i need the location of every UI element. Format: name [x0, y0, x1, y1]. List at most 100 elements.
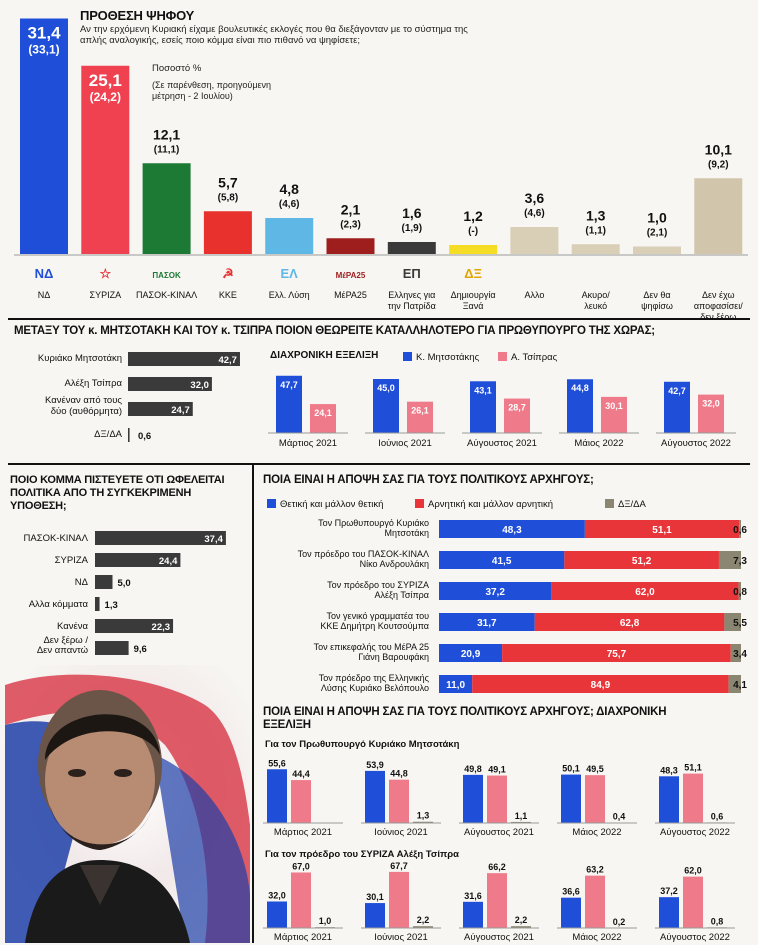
- trend-bar: [683, 773, 703, 823]
- legend-label-mitsotakis: Κ. Μητσοτάκης: [416, 352, 480, 363]
- trend-value-label: 0,4: [613, 812, 626, 822]
- legend-label-tsipras: Α. Τσίπρας: [511, 352, 558, 363]
- pm-trend-bar: [601, 396, 627, 433]
- leaders-legend-label: ΔΞ/ΔΑ: [618, 499, 647, 510]
- leaders-value-label: 0,6: [733, 525, 747, 536]
- pm-hbar-value-label: 42,7: [218, 355, 237, 366]
- leaders-value-label: 84,9: [591, 680, 611, 691]
- benefit-value-label: 1,3: [105, 600, 118, 611]
- pm-hbar-value-label: 24,7: [171, 405, 190, 416]
- trend-value-label: 31,6: [464, 891, 482, 901]
- trend-value-label: 2,2: [417, 915, 430, 925]
- party-logo-icon: ΝΔ: [35, 266, 54, 281]
- trend-value-label: 0,8: [711, 916, 724, 926]
- pm-trend-value-label: 42,7: [668, 386, 686, 396]
- leaders-category-label: Τον επικεφαλής του ΜέΡΑ 25 Γιάνη Βαρουφάκ…: [314, 642, 429, 662]
- trend-bar: [365, 903, 385, 928]
- leaders-stack-segment: [502, 644, 731, 662]
- party-logo-icon: ☆: [99, 266, 111, 281]
- vote-bar: [633, 246, 681, 254]
- vote-previous-label: (24,2): [90, 90, 121, 104]
- trend-value-label: 0,6: [711, 811, 724, 821]
- trend-category-label: Αύγουστος 2021: [464, 827, 534, 838]
- benefit-category-label: Αλλα κόμματα: [29, 599, 89, 610]
- trend-bar: [413, 821, 433, 823]
- leaders-legend-swatch: [267, 499, 276, 508]
- vote-bar: [81, 65, 130, 254]
- vote-value-label: 1,3: [586, 207, 606, 223]
- pm-trend-value-label: 47,7: [280, 380, 298, 390]
- pm-trend-bar: [504, 398, 530, 433]
- trend-category-label: Αύγουστος 2022: [660, 932, 730, 943]
- trend-value-label: 36,6: [562, 887, 580, 897]
- vote-category-label: Ελληνες για την Πατρίδα: [388, 290, 436, 311]
- leaders-stack-segment: [439, 551, 565, 569]
- leaders-title: ΠΟΙΑ ΕΙΝΑΙ Η ΑΠΟΨΗ ΣΑΣ ΓΙΑ ΤΟΥΣ ΠΟΛΙΤΙΚΟ…: [263, 474, 594, 486]
- trend-bar: [487, 873, 507, 928]
- vote-category-label: ΠΑΣΟΚ-ΚΙΝΑΛ: [136, 290, 197, 300]
- pm-trend-category-label: Μάιος 2022: [574, 438, 623, 449]
- trend-bar: [463, 901, 483, 928]
- benefit-category-label: ΠΑΣΟΚ-ΚΙΝΑΛ: [24, 533, 89, 544]
- trend-value-label: 2,2: [515, 915, 528, 925]
- leaders-stack-segment: [439, 675, 473, 693]
- trend-category-label: Μάιος 2022: [572, 827, 621, 838]
- leaders-category-label: Τον πρόεδρο του ΠΑΣΟΚ-ΚΙΝΑΛ Νίκο Ανδρουλά…: [298, 549, 429, 569]
- leaders-category-label: Τον πρόεδρο της Ελληνικής Λύσης Κυριάκο Β…: [319, 673, 430, 693]
- leaders-legend-label: Αρνητική και μάλλον αρνητική: [428, 499, 553, 510]
- divider-vertical: [252, 465, 254, 943]
- pm-trend-value-label: 28,7: [508, 403, 526, 413]
- leaders-trend-title: ΠΟΙΑ ΕΙΝΑΙ Η ΑΠΟΨΗ ΣΑΣ ΓΙΑ ΤΟΥΣ ΠΟΛΙΤΙΚΟ…: [263, 706, 667, 731]
- trend-bar: [487, 775, 507, 823]
- vote-bar: [571, 244, 620, 254]
- vote-value-label: 1,2: [463, 208, 483, 224]
- leaders-stack-segment: [584, 520, 740, 538]
- vote-value-label: 12,1: [153, 126, 180, 142]
- leaders-chart: Θετική και μάλλον θετική Αρνητική και μάλ…: [267, 499, 747, 693]
- vote-category-label: Αλλο: [524, 290, 544, 300]
- trend-value-label: 37,2: [660, 886, 678, 896]
- leaders-stack-segment: [728, 675, 741, 693]
- trend-value-label: 44,8: [390, 769, 408, 779]
- pm-hbar-bar: [128, 428, 130, 442]
- vote-previous-label: (-): [468, 226, 478, 237]
- benefit-category-label: ΝΔ: [75, 577, 89, 588]
- trend-bar: [389, 779, 409, 823]
- leaders-legend-label: Θετική και μάλλον θετική: [280, 499, 383, 510]
- trend-subtitle: Για τον Πρωθυπουργό Κυριάκο Μητσοτάκη: [265, 739, 460, 750]
- pm-trend-bar: [373, 379, 399, 433]
- vote-previous-label: (33,1): [28, 43, 59, 57]
- leaders-value-label: 20,9: [461, 649, 481, 660]
- trend-category-label: Μάιος 2022: [572, 932, 621, 943]
- portrait-illustration: [5, 665, 250, 943]
- leaders-stack-segment: [564, 551, 719, 569]
- leaders-stack-segment: [439, 582, 552, 600]
- pm-trend-category-label: Αύγουστος 2022: [661, 438, 731, 449]
- pm-hbar-bar: [128, 402, 193, 416]
- party-logo-icon: ☭: [222, 266, 234, 281]
- vote-note-previous: (Σε παρένθεση, προηγούμενη μέτρηση - 2 Ι…: [152, 80, 272, 101]
- pm-hbar-value-label: 32,0: [190, 380, 209, 391]
- vote-bar: [510, 227, 559, 254]
- trend-bar: [365, 770, 385, 823]
- trend-bar: [683, 876, 703, 928]
- vote-previous-label: (4,6): [524, 208, 545, 219]
- leaders-value-label: 11,0: [446, 680, 465, 691]
- vote-category-label: Ακυρο/λευκό: [582, 290, 611, 311]
- vote-value-label: 1,0: [647, 210, 667, 226]
- trend-value-label: 62,0: [684, 866, 702, 876]
- vote-value-label: 2,1: [341, 201, 361, 217]
- leaders-value-label: 62,0: [635, 587, 655, 598]
- vote-value-label: 10,1: [705, 141, 732, 157]
- pm-trend-value-label: 26,1: [411, 406, 429, 416]
- pm-trend-bar: [470, 381, 496, 433]
- pm-trend-value-label: 30,1: [605, 401, 623, 411]
- leaders-legend-swatch: [605, 499, 614, 508]
- pm-hbar-category-label: Κανέναν από τους δύο (αυθόρμητα): [45, 395, 122, 417]
- divider-1: [8, 318, 750, 320]
- leaders-value-label: 62,8: [620, 618, 640, 629]
- party-logo-icon: ΜέΡΑ25: [336, 271, 366, 280]
- leaders-value-label: 5,5: [733, 618, 747, 629]
- vote-bar: [142, 163, 191, 254]
- vote-value-label: 4,8: [279, 181, 299, 197]
